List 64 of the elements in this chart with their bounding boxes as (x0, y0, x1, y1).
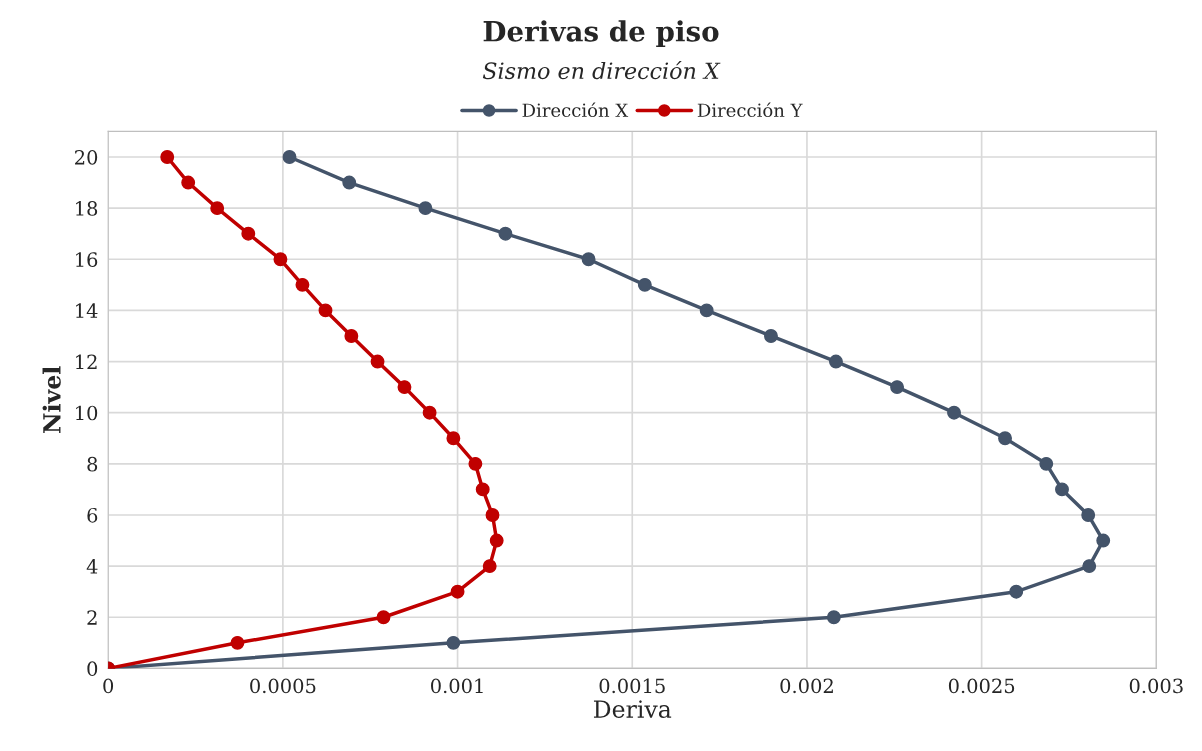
point (498, 226, 513, 241)
point (344, 329, 359, 343)
legend-label: Dirección Y (697, 102, 803, 118)
y-tick-label: 8 (87, 456, 98, 472)
y-tick-label: 6 (87, 507, 98, 523)
point (370, 354, 385, 369)
point (1082, 559, 1097, 574)
point (1039, 456, 1054, 471)
legend-label: Dirección X (522, 102, 629, 118)
point (637, 277, 652, 292)
point (581, 252, 596, 267)
point (699, 303, 714, 318)
point (764, 329, 778, 343)
point (446, 635, 461, 650)
chart-subtitle: Sismo en dirección X (482, 61, 721, 80)
point (828, 354, 843, 369)
x-tick-label: 0.002 (780, 678, 833, 694)
point (422, 405, 437, 420)
point (181, 175, 196, 190)
y-tick-label: 14 (76, 303, 98, 318)
y-tick-label: 20 (75, 149, 98, 165)
x-tick-label: 0.0005 (250, 678, 316, 694)
point (947, 405, 961, 420)
point (489, 533, 504, 548)
point (485, 508, 500, 522)
point (826, 610, 841, 625)
point (998, 431, 1012, 446)
y-tick-label: 18 (76, 201, 98, 216)
y-tick-label: 2 (87, 610, 97, 625)
point (446, 431, 461, 446)
y-tick-label: 16 (76, 252, 98, 267)
point (468, 456, 483, 471)
x-tick-label: 0.0015 (599, 678, 665, 694)
x-tick-label: 0.001 (431, 678, 483, 694)
x-tick-label: 0.0025 (948, 678, 1015, 694)
y-tick-label: 10 (76, 405, 98, 421)
point (295, 277, 310, 292)
point (475, 482, 490, 497)
point (1055, 482, 1069, 497)
point (397, 380, 412, 395)
point (450, 584, 465, 599)
y-tick-label: 0 (87, 661, 98, 677)
point (160, 150, 175, 164)
point (342, 175, 357, 190)
point (418, 201, 433, 216)
point (376, 610, 391, 625)
point (1009, 584, 1024, 599)
point (318, 303, 333, 318)
point (230, 635, 245, 650)
y-tick-label: 12 (76, 354, 97, 369)
y-axis-title: Nivel (42, 366, 61, 433)
point (1096, 533, 1111, 548)
x-tick-label: 0.003 (1129, 678, 1183, 694)
point (241, 226, 256, 241)
y-tick-label: 4 (86, 559, 98, 574)
chart-title: Derivas de piso (483, 20, 719, 48)
point (890, 380, 905, 395)
point (1081, 508, 1096, 522)
point (482, 559, 497, 574)
point (273, 252, 288, 267)
point (282, 150, 297, 164)
x-tick-label: 0 (103, 678, 114, 694)
x-axis-title: Deriva (593, 700, 672, 718)
point (210, 201, 225, 216)
